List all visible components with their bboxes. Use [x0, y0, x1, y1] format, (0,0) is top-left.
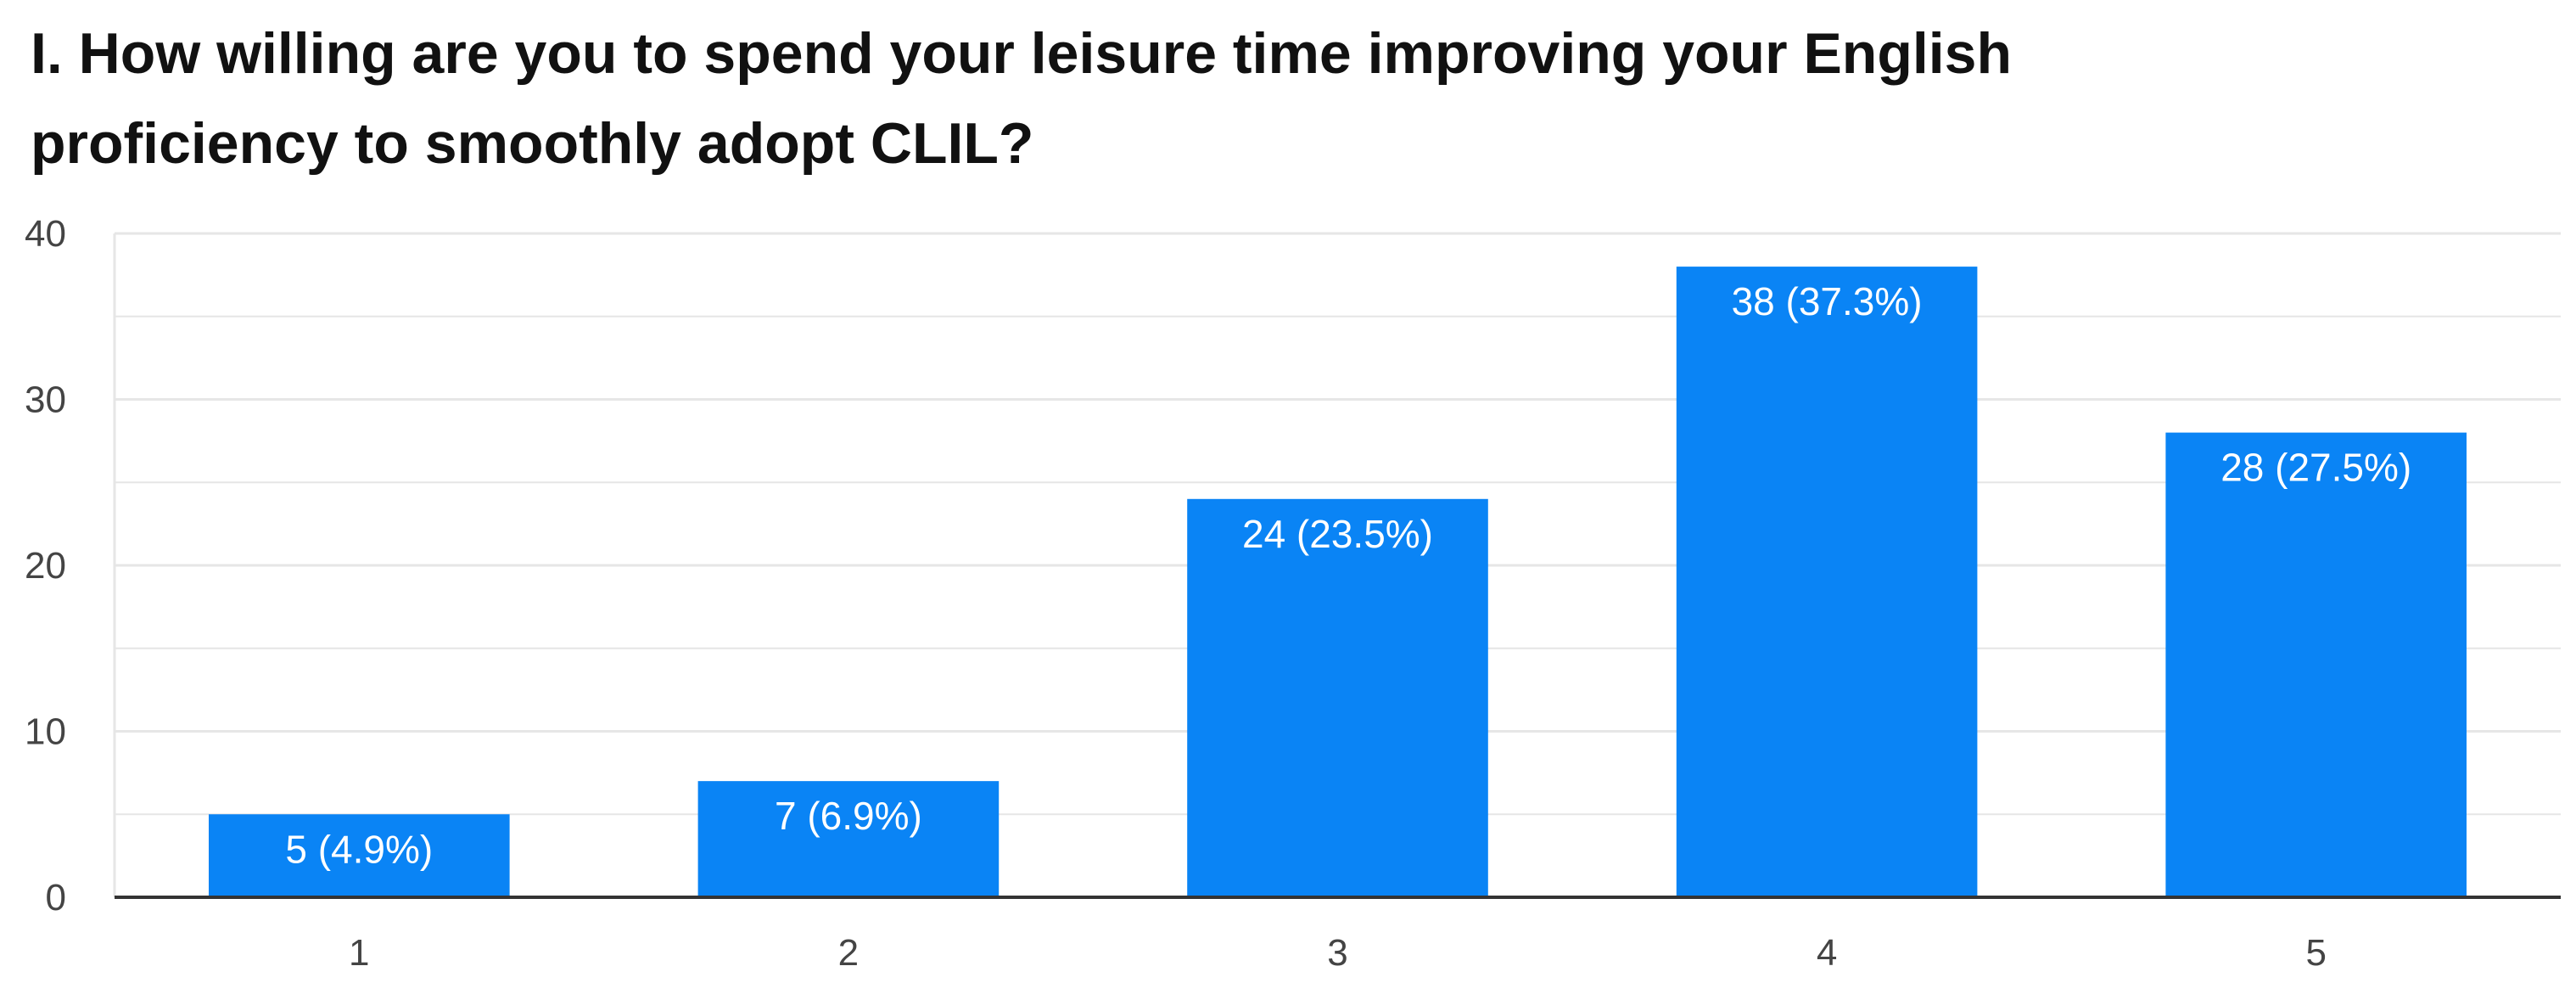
bar	[2165, 432, 2467, 898]
data-label: 38 (37.3%)	[1732, 279, 1923, 323]
bar	[1676, 267, 1978, 898]
bar	[697, 781, 1000, 897]
bars	[208, 267, 2467, 898]
y-tick-label: 40	[25, 213, 66, 255]
chart-title-line-1: I. How willing are you to spend your lei…	[31, 21, 2013, 86]
x-tick-label: 3	[1327, 932, 1347, 974]
data-label: 5 (4.9%)	[285, 827, 433, 871]
bar	[1187, 498, 1488, 897]
y-tick-label: 30	[25, 379, 66, 421]
labels: 0 10 20 30 40 5 (4.9%) 1 7 (6.9%) 2 24 (23.5%) 3 38…	[25, 213, 2411, 974]
data-label: 24 (23.5%)	[1242, 512, 1433, 556]
x-tick-label: 1	[349, 932, 369, 974]
data-label: 28 (27.5%)	[2220, 446, 2411, 490]
data-label: 7 (6.9%)	[775, 794, 922, 838]
x-tick-label: 4	[1817, 932, 1837, 974]
chart-title-line-2: proficiency to smoothly adopt CLIL?	[31, 111, 1034, 176]
x-tick-label: 5	[2305, 932, 2326, 974]
bar	[208, 814, 510, 897]
y-tick-label: 0	[46, 877, 66, 918]
y-tick-label: 20	[25, 545, 66, 587]
y-tick-label: 10	[25, 711, 66, 753]
chart-title: I. How willing are you to spend your lei…	[31, 8, 2321, 188]
x-tick-label: 2	[838, 932, 859, 974]
